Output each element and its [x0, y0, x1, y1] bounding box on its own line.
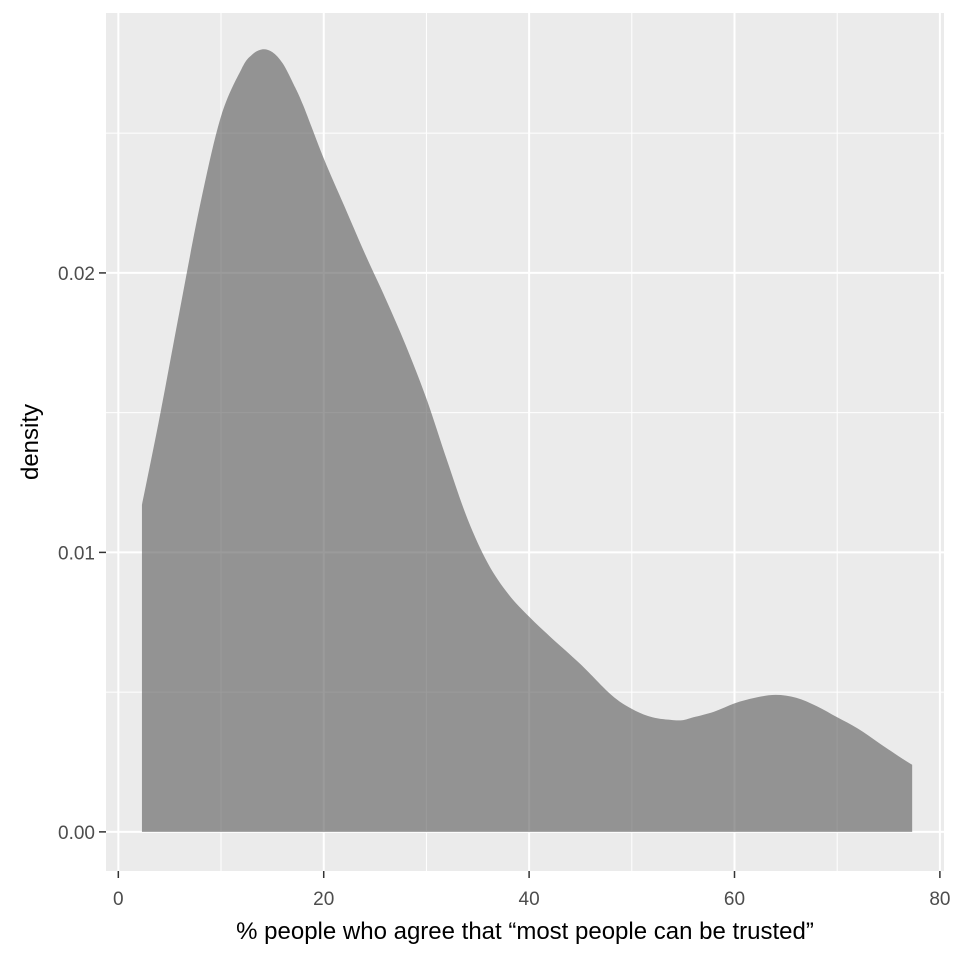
x-tick-label: 0	[113, 889, 124, 910]
density-area	[141, 49, 913, 832]
y-tick-label: 0.01	[58, 543, 95, 564]
x-tick-label: 60	[724, 889, 745, 910]
x-axis: 0 20 40 60 80	[113, 871, 950, 910]
x-tick-label: 80	[929, 889, 950, 910]
y-axis: 0.00 0.01 0.02	[58, 264, 106, 844]
x-tick-label: 20	[313, 889, 334, 910]
y-tick-label: 0.02	[58, 264, 95, 285]
y-axis-title: density	[17, 404, 44, 480]
x-tick-label: 40	[519, 889, 540, 910]
x-axis-title: % people who agree that “most people can…	[236, 918, 814, 945]
y-tick-label: 0.00	[58, 823, 95, 844]
density-areas	[141, 49, 913, 832]
